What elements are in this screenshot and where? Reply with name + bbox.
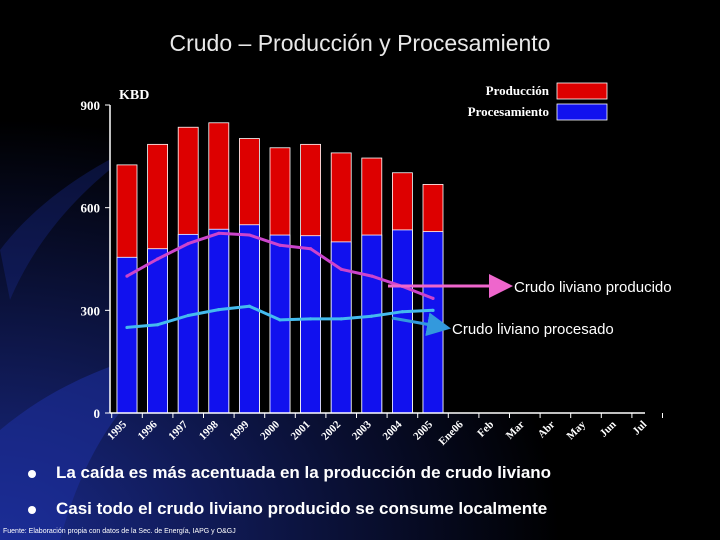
line-liviano-producido-point: [278, 243, 282, 247]
x-tick-label: May: [565, 418, 589, 442]
line-liviano-producido-point: [339, 267, 343, 271]
line-liviano-producido-point: [186, 242, 190, 246]
x-tick-label: Jul: [630, 419, 649, 438]
annotation-liviano-procesado: Crudo liviano procesado: [452, 321, 614, 338]
arrow-liviano-procesado: [391, 312, 451, 337]
line-liviano-producido-point: [217, 231, 221, 235]
y-tick-label: 600: [81, 201, 101, 216]
bar-procesamiento: [238, 224, 260, 414]
x-tick-label: 1995: [105, 418, 129, 442]
line-liviano-procesado-point: [400, 310, 404, 314]
legend-swatch: [556, 82, 608, 100]
line-liviano-procesado-point: [278, 318, 282, 322]
bar-procesamiento: [422, 231, 444, 414]
line-liviano-procesado-point: [186, 313, 190, 318]
bar-procesamiento: [208, 228, 230, 414]
line-liviano-procesado-point: [309, 317, 313, 321]
x-tick-label: 1999: [227, 418, 251, 442]
x-tick-label: 2000: [258, 418, 282, 442]
x-tick-label: 2003: [350, 418, 374, 442]
bullet-item: La caída es más acentuada en la producci…: [28, 463, 551, 483]
x-tick-label: 2001: [289, 419, 313, 443]
annotation-liviano-producido: Crudo liviano producido: [514, 279, 672, 296]
x-tick-label: 2002: [319, 418, 343, 442]
line-liviano-procesado-point: [125, 325, 129, 330]
bar-procesamiento: [300, 235, 322, 414]
bullet-text: Casi todo el crudo liviano producido se …: [56, 499, 548, 518]
y-tick-label: 300: [81, 303, 101, 318]
line-liviano-procesado-point: [156, 323, 160, 327]
legend-label: Procesamiento: [468, 104, 549, 119]
x-tick-label: 2005: [411, 418, 435, 442]
x-tick-label: Jun: [598, 419, 619, 440]
x-tick-label: 1996: [136, 418, 160, 442]
line-liviano-procesado-point: [431, 308, 435, 312]
bullet-icon: [28, 505, 36, 514]
y-tick-label: 0: [94, 406, 101, 421]
line-liviano-producido-point: [125, 274, 129, 278]
bar-procesamiento: [177, 233, 199, 414]
line-liviano-producido-point: [247, 233, 251, 237]
line-liviano-producido-point: [370, 274, 374, 278]
x-tick-label: Ene06: [436, 418, 466, 448]
y-tick-label: 900: [81, 98, 101, 113]
bullet-icon: [28, 469, 36, 478]
x-tick-label: 1997: [166, 418, 190, 442]
x-tick-label: Abr: [536, 419, 558, 441]
source-footnote: Fuente: Elaboración propia con datos de …: [3, 528, 236, 535]
x-tick-label: Mar: [504, 419, 527, 442]
line-liviano-procesado-point: [370, 314, 374, 318]
bar-procesamiento: [361, 234, 383, 414]
bullet-text: La caída es más acentuada en la producci…: [56, 463, 552, 482]
bar-procesamiento: [116, 256, 138, 414]
x-tick-label: 1998: [197, 418, 221, 442]
bullet-item: Casi todo el crudo liviano producido se …: [28, 499, 547, 519]
line-liviano-producido-point: [431, 296, 435, 300]
slide-title: Crudo – Producción y Procesamiento: [169, 30, 551, 56]
x-tick-label: 2004: [380, 418, 404, 442]
line-liviano-producido-point: [156, 257, 160, 261]
legend-swatch: [556, 103, 608, 121]
legend-label: Producción: [486, 83, 550, 98]
unit-label: KBD: [119, 88, 149, 103]
bar-procesamiento: [147, 248, 169, 414]
x-tick-label: Feb: [475, 419, 496, 440]
line-liviano-procesado-point: [339, 317, 343, 321]
line-liviano-producido-point: [309, 247, 313, 251]
line-liviano-procesado-point: [217, 308, 221, 312]
line-liviano-procesado-point: [247, 304, 251, 308]
bar-procesamiento: [269, 234, 291, 414]
